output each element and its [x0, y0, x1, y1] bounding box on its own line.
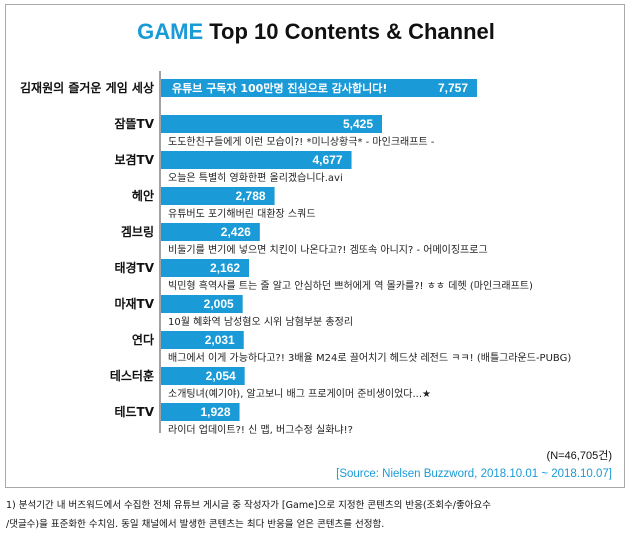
- content-title: 유튜버도 포기해버린 대환장 스쿼드: [168, 207, 316, 220]
- content-title: 소개팅녀(예기야), 알고보니 배그 프로게이머 준비생이었다...★: [168, 388, 431, 400]
- content-title: 유튜브 구독자 100만명 진심으로 감사합니다!: [172, 81, 387, 95]
- bar: [161, 187, 275, 205]
- value-label: 2,162: [210, 261, 240, 275]
- value-label: 2,788: [236, 189, 266, 203]
- category-label: 마재TV: [114, 296, 154, 311]
- category-label: 김재원의 즐거운 게임 세상: [20, 80, 154, 95]
- content-title: 배그에서 이게 가능하다고?! 3배율 M24로 끌어치기 헤드샷 레전드 ㅋㅋ…: [168, 351, 571, 364]
- value-label: 1,928: [201, 405, 231, 419]
- value-label: 2,054: [206, 369, 236, 383]
- title-rest: Top 10 Contents & Channel: [203, 19, 495, 44]
- content-title: 빅민형 흑역사를 트는 줄 알고 안심하던 쁘허에게 역 몰카를?! ㅎㅎ 데헷…: [168, 279, 533, 292]
- bar: [161, 115, 383, 133]
- content-title: 비둘기를 변기에 넣으면 치킨이 나온다고?! 겜또속 아니지? - 어메이징프…: [168, 244, 488, 256]
- sample-size-note: (N=46,705건): [546, 450, 612, 462]
- source-note: [Source: Nielsen Buzzword, 2018.10.01 ~ …: [336, 468, 612, 480]
- title-highlight: GAME: [137, 19, 204, 44]
- content-title: 라이더 업데이트?! 신 맵, 버그수정 실화냐!?: [168, 423, 353, 436]
- content-title: 10월 혜화역 남성혐오 시위 남혐부분 총정리: [168, 315, 353, 328]
- category-label: 잠뜰TV: [114, 116, 154, 131]
- category-label: 보겸TV: [114, 152, 154, 167]
- footnote-line-2: /댓글수)을 표준화한 수치임. 동일 채널에서 발생한 콘텐츠는 최다 반응을…: [6, 519, 385, 530]
- category-label: 테스터훈: [110, 368, 154, 383]
- content-title: 도도한친구들에게 이런 모습이?! *미니상황극* - 마인크래프트 -: [168, 136, 435, 148]
- value-label: 4,677: [312, 153, 342, 167]
- bar: [161, 223, 260, 241]
- bar: [161, 79, 477, 97]
- footnote: 1) 분석기간 내 버즈워드에서 수집한 전체 유튜브 게시글 중 작성자가 […: [6, 496, 622, 534]
- bar: [161, 259, 250, 277]
- category-label: 테드TV: [114, 405, 154, 419]
- footnote-line-1: 1) 분석기간 내 버즈워드에서 수집한 전체 유튜브 게시글 중 작성자가 […: [6, 500, 491, 511]
- category-label: 겜브링: [121, 224, 154, 239]
- value-label: 2,031: [205, 333, 235, 347]
- bar: [161, 367, 245, 385]
- chart-title: GAME Top 10 Contents & Channel: [6, 19, 626, 45]
- chart-panel: GAME Top 10 Contents & Channel 김재원의 즐거운 …: [5, 4, 625, 488]
- bar-chart: 김재원의 즐거운 게임 세상 7,757 유튜브 구독자 100만명 진심으로 감사…: [20, 71, 571, 436]
- content-title: 오늘은 특별히 영화한편 올리겠습니다.avi: [168, 172, 343, 184]
- value-label: 5,425: [343, 117, 373, 131]
- bar: [161, 331, 244, 349]
- bar: [161, 151, 352, 169]
- bar: [161, 403, 240, 421]
- category-label: 태경TV: [114, 260, 154, 275]
- value-label: 2,426: [221, 225, 251, 239]
- value-label: 7,757: [438, 81, 468, 95]
- value-label: 2,005: [204, 297, 234, 311]
- category-label: 연다: [132, 332, 154, 347]
- bar: [161, 295, 243, 313]
- category-label: 헤안: [132, 188, 154, 203]
